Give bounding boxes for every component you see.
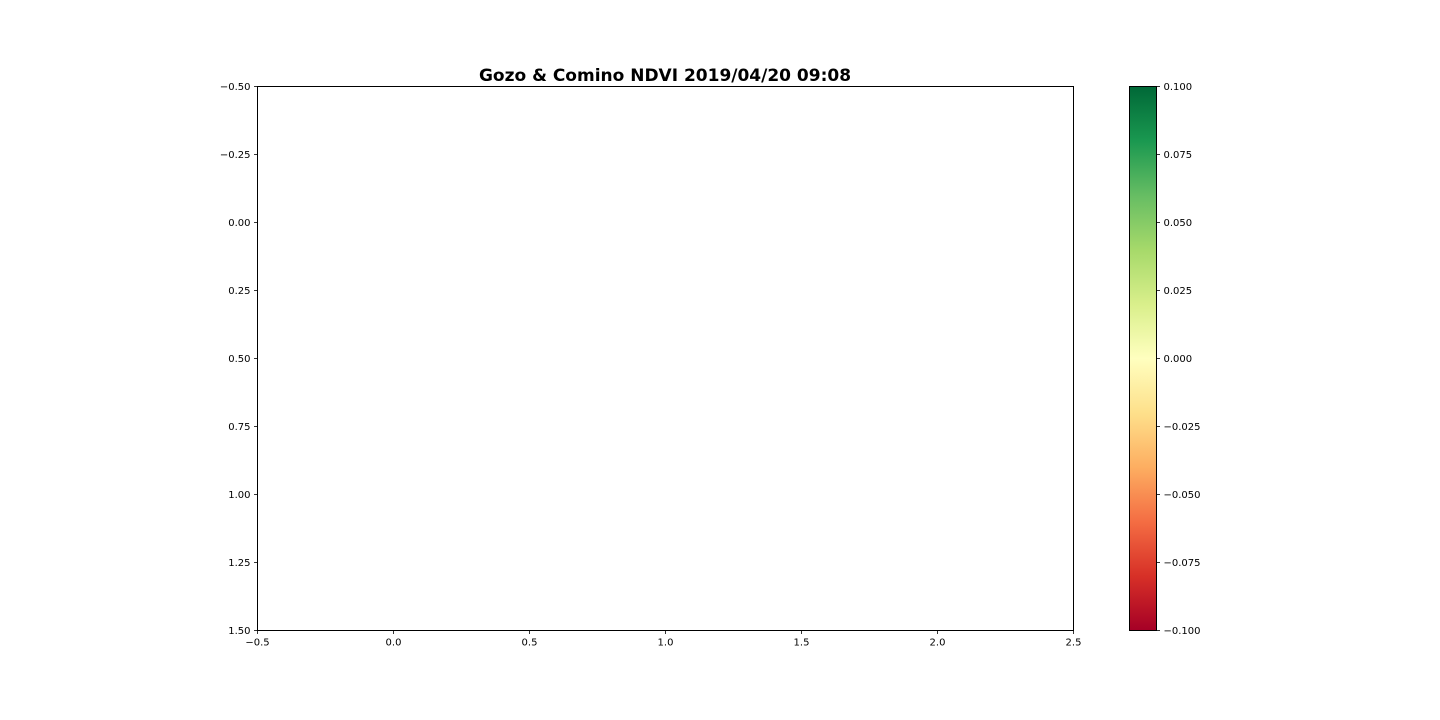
colorbar-tick-label: −0.075 bbox=[1164, 558, 1201, 569]
colorbar-tick-label: 0.075 bbox=[1164, 150, 1193, 161]
colorbar-tick-label: 0.100 bbox=[1164, 82, 1193, 93]
y-tick-label: 0.50 bbox=[228, 354, 250, 365]
x-tick-label: 0.5 bbox=[522, 638, 538, 649]
y-tick-label: 0.75 bbox=[228, 422, 250, 433]
y-tick-label: −0.25 bbox=[220, 150, 251, 161]
x-tick-label: 1.0 bbox=[658, 638, 674, 649]
colorbar-tick-label: −0.025 bbox=[1164, 422, 1201, 433]
colorbar-axis: 0.100 0.075 0.050 0.025 0.000 −0.025 −0.050 −0.… bbox=[1156, 82, 1201, 637]
y-tick-label: −0.50 bbox=[220, 82, 251, 93]
colorbar-gradient bbox=[1129, 86, 1157, 631]
chart-title: Gozo & Comino NDVI 2019/04/20 09:08 bbox=[479, 66, 851, 86]
x-axis: −0.5 0.0 0.5 1.0 1.5 2.0 2.5 bbox=[245, 630, 1082, 649]
colorbar-tick-label: 0.000 bbox=[1164, 354, 1193, 365]
plot-area: −0.5 0.0 0.5 1.0 1.5 2.0 2.5 −0.50 −0.25 0.00 0.2… bbox=[220, 82, 1082, 649]
y-tick-label: 1.00 bbox=[228, 490, 250, 501]
plot-frame bbox=[257, 86, 1074, 631]
x-tick-label: −0.5 bbox=[245, 638, 269, 649]
y-tick-label: 0.25 bbox=[228, 286, 250, 297]
colorbar: 0.100 0.075 0.050 0.025 0.000 −0.025 −0.050 −0.… bbox=[1129, 82, 1201, 637]
x-tick-label: 1.5 bbox=[794, 638, 810, 649]
colorbar-tick-label: −0.100 bbox=[1164, 626, 1201, 637]
y-tick-label: 1.50 bbox=[228, 626, 250, 637]
y-axis: −0.50 −0.25 0.00 0.25 0.50 0.75 1.00 1.25 1.50 bbox=[220, 82, 258, 637]
colorbar-tick-label: 0.050 bbox=[1164, 218, 1193, 229]
colorbar-tick-label: 0.025 bbox=[1164, 286, 1193, 297]
y-tick-label: 1.25 bbox=[228, 558, 250, 569]
y-tick-label: 0.00 bbox=[228, 218, 250, 229]
colorbar-tick-label: −0.050 bbox=[1164, 490, 1201, 501]
x-tick-label: 2.0 bbox=[930, 638, 946, 649]
x-tick-label: 2.5 bbox=[1066, 638, 1082, 649]
x-tick-label: 0.0 bbox=[386, 638, 402, 649]
